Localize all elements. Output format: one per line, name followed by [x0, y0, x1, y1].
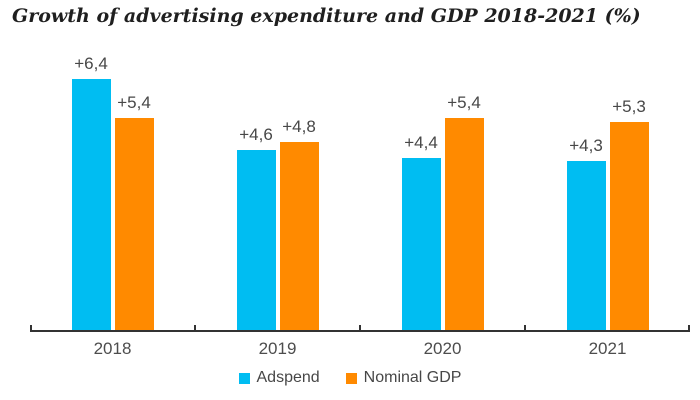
x-axis-tick — [30, 325, 32, 330]
data-label-adspend-2020: +4,4 — [404, 133, 438, 152]
chart-plot: +6,4 +5,4 +4,6 +4,8 +4,4 +5,4 +4,3 +5,3 — [30, 44, 690, 332]
x-axis-tick — [194, 325, 196, 330]
bar-adspend-2021 — [566, 161, 606, 330]
chart-title: Growth of advertising expenditure and GD… — [12, 5, 641, 27]
legend-label: Adspend — [256, 369, 320, 386]
data-label-adspend-2018: +6,4 — [74, 54, 108, 73]
legend-item-adspend: Adspend — [238, 369, 320, 387]
data-label-nominal-gdp-2018: +5,4 — [117, 93, 151, 112]
legend-item-nominal-gdp: Nominal GDP — [345, 369, 462, 387]
legend-swatch-icon — [345, 372, 357, 384]
x-axis-label-2018: 2018 — [93, 339, 132, 358]
data-label-nominal-gdp-2019: +4,8 — [282, 117, 316, 136]
x-axis-label-2021: 2021 — [588, 339, 627, 358]
legend-swatch-icon — [238, 372, 250, 384]
legend-label: Nominal GDP — [363, 369, 462, 386]
data-label-adspend-2019: +4,6 — [239, 125, 273, 144]
x-axis-label-2020: 2020 — [423, 339, 462, 358]
legend: Adspend Nominal GDP — [0, 369, 700, 387]
x-axis-tick — [524, 325, 526, 330]
bar-nominal-gdp-2018 — [114, 118, 154, 330]
data-label-nominal-gdp-2021: +5,3 — [612, 97, 646, 116]
bar-adspend-2018 — [71, 79, 111, 330]
bar-nominal-gdp-2019 — [279, 142, 319, 330]
data-label-nominal-gdp-2020: +5,4 — [447, 93, 481, 112]
bar-nominal-gdp-2021 — [609, 122, 649, 330]
x-axis-label-2019: 2019 — [258, 339, 297, 358]
bar-adspend-2019 — [236, 150, 276, 330]
bar-nominal-gdp-2020 — [444, 118, 484, 330]
x-axis-labels: 2018 2019 2020 2021 — [30, 339, 690, 361]
x-axis-tick — [688, 325, 690, 330]
bar-adspend-2020 — [401, 158, 441, 330]
data-label-adspend-2021: +4,3 — [569, 136, 603, 155]
x-axis-tick — [359, 325, 361, 330]
